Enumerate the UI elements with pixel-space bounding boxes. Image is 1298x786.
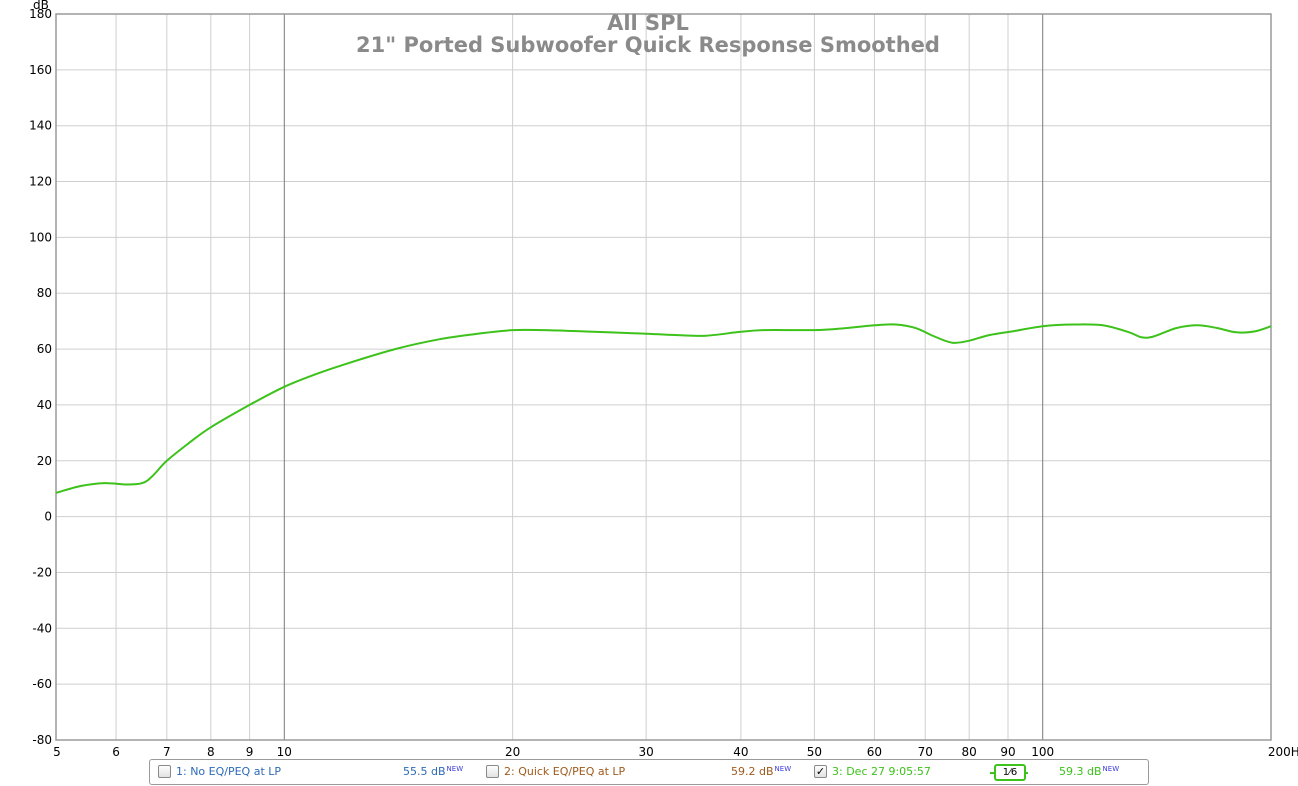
y-tick-label: 160 <box>29 63 52 77</box>
chart-title: All SPL <box>607 11 689 35</box>
legend-value-2: 59.2 dBNEW <box>731 765 792 778</box>
plot-area <box>55 13 1272 741</box>
y-tick-label: 20 <box>37 454 52 468</box>
legend-value-3: 59.3 dBNEW <box>1059 765 1120 778</box>
x-tick-label: 70 <box>918 745 933 758</box>
series-group <box>55 323 1272 494</box>
series-line-1 <box>55 323 1272 494</box>
x-tick-label: 80 <box>962 745 977 758</box>
legend-checkbox-1[interactable] <box>158 765 171 778</box>
new-badge: NEW <box>1102 765 1120 773</box>
chart-subtitle: 21" Ported Subwoofer Quick Response Smoo… <box>356 33 940 57</box>
x-tick-label: 40 <box>733 745 748 758</box>
y-tick-label: 40 <box>37 398 52 412</box>
y-tick-label: 140 <box>29 119 52 133</box>
legend-label-1: 1: No EQ/PEQ at LP <box>176 765 282 778</box>
y-tick-label: 120 <box>29 175 52 189</box>
x-tick-label: 8 <box>207 745 215 758</box>
new-badge: NEW <box>446 765 464 773</box>
x-tick-label: 100 <box>1031 745 1054 758</box>
y-axis-ticks: 180 160 140 120 100 80 60 40 20 0 -20 -40 -60 -80 <box>29 7 52 747</box>
y-tick-label: 80 <box>37 286 52 300</box>
x-tick-label: 90 <box>1000 745 1015 758</box>
x-tick-label: 5 <box>53 745 61 758</box>
y-tick-label: -20 <box>32 565 52 579</box>
legend-checkbox-2[interactable] <box>486 765 499 778</box>
x-tick-label: 10 <box>277 745 292 758</box>
x-tick-label: 30 <box>639 745 654 758</box>
y-tick-label: 0 <box>44 510 52 524</box>
smoothing-badge[interactable]: 1⁄6 <box>994 764 1026 781</box>
grid-lines <box>55 13 1272 741</box>
x-axis-ticks: 5 6 7 8 9 10 20 30 40 50 60 70 80 90 100 200Hz <box>53 745 1298 758</box>
x-tick-label: 9 <box>246 745 254 758</box>
x-tick-label: 20 <box>505 745 520 758</box>
x-tick-label: 50 <box>807 745 822 758</box>
y-tick-label: -40 <box>32 621 52 635</box>
legend-value-1: 55.5 dBNEW <box>403 765 464 778</box>
legend-bar: 1: No EQ/PEQ at LP 55.5 dBNEW 2: Quick E… <box>149 759 1149 785</box>
y-tick-label: -80 <box>32 733 52 747</box>
x-tick-label: 7 <box>163 745 171 758</box>
x-tick-label: 6 <box>112 745 120 758</box>
legend-label-2: 2: Quick EQ/PEQ at LP <box>504 765 626 778</box>
x-tick-label: 60 <box>867 745 882 758</box>
legend-checkbox-3[interactable]: ✓ <box>814 765 827 778</box>
new-badge: NEW <box>774 765 792 773</box>
y-tick-label: -60 <box>32 677 52 691</box>
y-tick-label: 180 <box>29 7 52 21</box>
spl-chart: 180 160 140 120 100 80 60 40 20 0 -20 -40 -60 -80 5 6 7… <box>29 0 1298 758</box>
x-tick-label: 200Hz <box>1268 745 1298 758</box>
legend-label-3: 3: Dec 27 9:05:57 <box>832 765 931 778</box>
y-axis-label: dB <box>33 0 49 12</box>
y-tick-label: 100 <box>29 230 52 244</box>
y-tick-label: 60 <box>37 342 52 356</box>
